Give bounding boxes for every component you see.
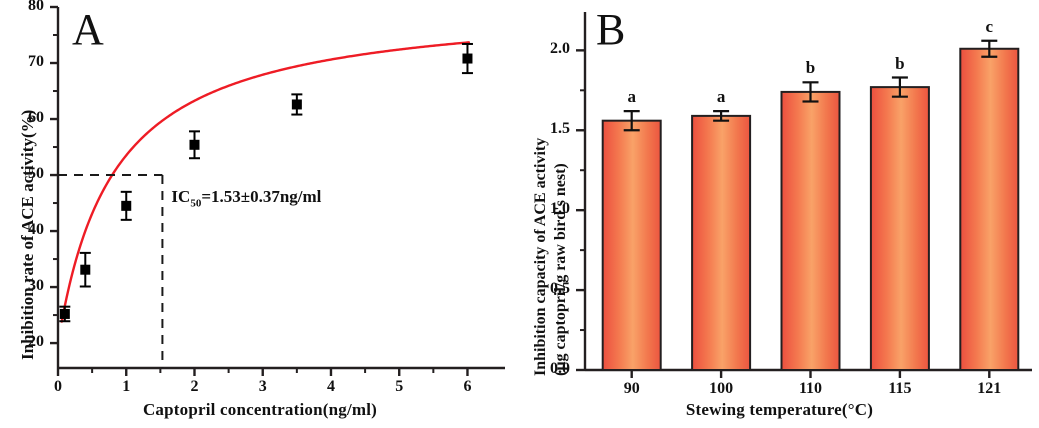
panel-b-bar bbox=[601, 119, 662, 371]
panel-b-xtick-121: 121 bbox=[977, 380, 1002, 397]
significance-letter: a bbox=[716, 87, 726, 107]
panel-a-xtick-0: 0 bbox=[54, 378, 62, 395]
panel-a-ytick-70: 70 bbox=[28, 53, 44, 70]
panel-a-xtick-4: 4 bbox=[326, 378, 335, 395]
panel-a-ytick-80: 80 bbox=[28, 0, 44, 14]
panel-b-xtick-100: 100 bbox=[709, 380, 734, 397]
panel-a-ytick-60: 60 bbox=[28, 109, 44, 127]
significance-letter: c bbox=[985, 16, 994, 36]
panel-a-xtick-2: 2 bbox=[190, 378, 199, 395]
panel-b-error-bar bbox=[713, 109, 730, 122]
panel-a-data-point bbox=[120, 190, 132, 221]
panel-b-plot bbox=[576, 12, 1032, 378]
panel-b-bar bbox=[959, 47, 1020, 371]
panel-b-bar bbox=[869, 86, 930, 372]
ic50-annotation: IC50=1.53±0.37ng/ml bbox=[171, 187, 321, 209]
panel-b-letter: B bbox=[596, 5, 626, 54]
panel-a-ytick-20: 20 bbox=[28, 333, 44, 351]
panel-a-ytick-30: 30 bbox=[28, 277, 44, 295]
panel-a-xtick-3: 3 bbox=[258, 378, 267, 395]
panel-b-xtick-90: 90 bbox=[623, 380, 640, 397]
panel-a-ytick-50: 50 bbox=[28, 165, 44, 183]
panel-a: A Inhibition rate of ACE activity(%) Cap… bbox=[18, 0, 505, 419]
panel-b-ytick-0.5: 0.5 bbox=[550, 280, 570, 298]
panel-a-plot bbox=[50, 5, 505, 376]
panel-b-ytick-2.0: 2.0 bbox=[550, 40, 570, 58]
panel-b-ytick-1.5: 1.5 bbox=[550, 120, 570, 138]
panel-b-xtick-110: 110 bbox=[798, 380, 823, 397]
panel-a-data-point bbox=[461, 42, 473, 75]
panel-b-x-axis-title: Stewing temperature(°C) bbox=[685, 400, 874, 419]
panel-a-data-point bbox=[291, 93, 303, 116]
panel-a-xtick-5: 5 bbox=[395, 378, 404, 395]
panel-a-data-point bbox=[79, 251, 91, 288]
panel-b: B Inhibition capacity of ACE activity (µ… bbox=[520, 0, 1039, 428]
panel-b-bar bbox=[780, 90, 841, 372]
panel-a-data-point bbox=[188, 130, 200, 160]
panel-a-x-axis-title: Captopril concentration(ng/ml) bbox=[142, 400, 378, 419]
panel-b-error-bar bbox=[891, 76, 908, 98]
panel-a-xtick-1: 1 bbox=[122, 378, 131, 395]
significance-letter: b bbox=[805, 58, 816, 78]
panel-b-ytick-1.0: 1.0 bbox=[550, 200, 570, 218]
panel-b-ytick-0.0: 0.0 bbox=[550, 360, 570, 377]
panel-a-data-point bbox=[59, 305, 71, 323]
panel-a-xtick-6: 6 bbox=[463, 378, 472, 395]
panel-a-letter: A bbox=[72, 5, 104, 54]
significance-letter: b bbox=[895, 53, 905, 73]
panel-b-xtick-115: 115 bbox=[888, 380, 912, 397]
panel-b-bar bbox=[691, 114, 752, 371]
ic50-prefix: IC bbox=[171, 187, 191, 207]
ic50-subscript: 50 bbox=[190, 197, 202, 210]
ic50-value: =1.53±0.37ng/ml bbox=[201, 187, 322, 207]
significance-letter: a bbox=[627, 87, 636, 107]
panel-b-error-bar bbox=[981, 39, 998, 58]
panel-b-error-bar bbox=[623, 109, 640, 132]
panel-a-ytick-40: 40 bbox=[28, 221, 44, 239]
panel-b-error-bar bbox=[802, 81, 819, 103]
